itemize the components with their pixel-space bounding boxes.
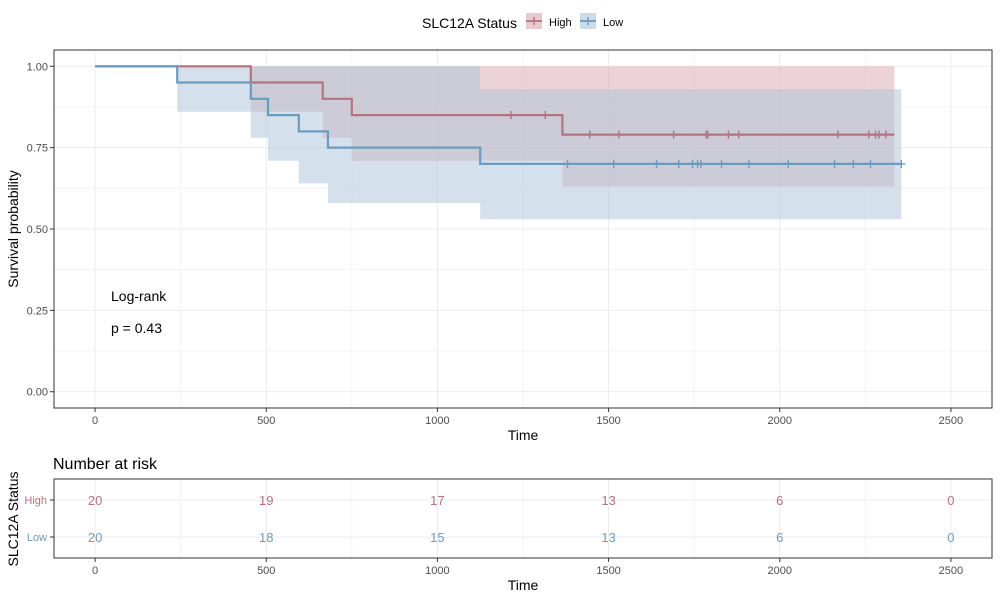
y-tick-label: 0.00 (27, 387, 48, 399)
y-tick-label: 0.50 (27, 224, 48, 236)
risk-x-tick-label: 2500 (939, 565, 963, 577)
x-tick-label: 500 (257, 415, 275, 427)
censor-mark-high (724, 130, 733, 139)
risk-cell-high: 20 (88, 493, 102, 508)
legend-title: SLC12A Status (422, 15, 517, 31)
risk-cell-low: 20 (88, 530, 102, 545)
confidence-bands (95, 66, 902, 220)
censor-mark-low (563, 159, 572, 168)
y-tick-label: 1.00 (27, 61, 48, 73)
censor-mark-low (609, 159, 618, 168)
risk-x-axis-label: Time (508, 577, 539, 593)
survival-curve-low (95, 65, 902, 165)
censor-mark-high (614, 130, 623, 139)
censor-mark-high (585, 130, 594, 139)
legend: SLC12A Status High Low (422, 13, 623, 31)
risk-cell-low: 13 (601, 530, 615, 545)
risk-cell-high: 13 (601, 493, 615, 508)
risk-x-tick-label: 500 (257, 565, 275, 577)
censor-mark-low (897, 159, 906, 168)
censor-mark-high (881, 130, 890, 139)
risk-x-tick-label: 1500 (596, 565, 620, 577)
censor-mark-high (703, 130, 712, 139)
risk-cell-high: 0 (947, 493, 954, 508)
risk-x-tick-label: 1000 (425, 565, 449, 577)
survival-curves (95, 65, 902, 165)
risk-x-axis-ticks: 0 500 1000 1500 2000 2500 (92, 558, 963, 577)
x-tick-label: 1000 (425, 415, 449, 427)
legend-label-high: High (549, 17, 572, 29)
risk-cell-low: 0 (947, 530, 954, 545)
censor-mark-low (784, 159, 793, 168)
risk-panel-border (53, 478, 993, 559)
logrank-label: Log-rank (111, 288, 167, 304)
x-tick-label: 2500 (939, 415, 963, 427)
censor-mark-low (717, 159, 726, 168)
x-tick-label: 0 (92, 415, 98, 427)
main-x-axis-ticks: 0 500 1000 1500 2000 2500 (92, 408, 963, 427)
censor-mark-low (744, 159, 753, 168)
risk-row-labels: High Low (24, 495, 54, 544)
risk-cell-high: 19 (259, 493, 273, 508)
risk-cell-low: 6 (776, 530, 783, 545)
p-value-label: p = 0.43 (111, 320, 162, 336)
risk-cell-high: 17 (430, 493, 444, 508)
risk-y-axis-label: SLC12A Status (5, 472, 21, 567)
risk-table-cells: 20 19 17 13 6 0 20 18 15 13 6 0 (88, 493, 955, 545)
censor-mark-low (652, 159, 661, 168)
censor-mark-low (697, 159, 706, 168)
risk-x-tick-label: 0 (92, 565, 98, 577)
censor-mark-high (833, 130, 842, 139)
risk-table-panel: Number at risk 20 19 17 13 6 0 20 18 15 13 6 0 0 500… (5, 456, 993, 593)
risk-cell-high: 6 (776, 493, 783, 508)
censor-mark-high (541, 111, 550, 120)
risk-row-label: High (24, 495, 47, 507)
censor-mark-high (734, 130, 743, 139)
censor-mark-low (866, 159, 875, 168)
x-tick-label: 2000 (768, 415, 792, 427)
censor-mark-low (674, 159, 683, 168)
risk-cell-low: 18 (259, 530, 273, 545)
legend-item-high: High (526, 13, 572, 29)
y-tick-label: 0.25 (27, 305, 48, 317)
survival-curve-high (95, 65, 895, 136)
main-x-axis-label: Time (508, 427, 539, 443)
x-tick-label: 1500 (596, 415, 620, 427)
legend-items: High Low (526, 13, 623, 29)
censor-mark-low (830, 159, 839, 168)
risk-x-tick-label: 2000 (768, 565, 792, 577)
legend-item-low: Low (580, 13, 623, 29)
censor-mark-low (849, 159, 858, 168)
censor-mark-high (864, 130, 873, 139)
confidence-band-low (95, 66, 902, 220)
main-y-axis-ticks: 0.00 0.25 0.50 0.75 1.00 (27, 61, 54, 399)
risk-table-title: Number at risk (53, 456, 158, 473)
survival-plot-panel: 0 500 1000 1500 2000 2500 0.00 0.25 0.50 0.75 1.0… (5, 49, 993, 443)
censor-mark-high (875, 130, 884, 139)
risk-row-label: Low (27, 532, 47, 544)
risk-cell-low: 15 (430, 530, 444, 545)
main-y-axis-label: Survival probability (5, 170, 21, 288)
risk-grid (54, 479, 992, 558)
y-tick-label: 0.75 (27, 143, 48, 155)
legend-label-low: Low (603, 17, 623, 29)
censor-marks (507, 111, 906, 168)
censor-mark-high (669, 130, 678, 139)
censor-mark-high (507, 111, 516, 120)
